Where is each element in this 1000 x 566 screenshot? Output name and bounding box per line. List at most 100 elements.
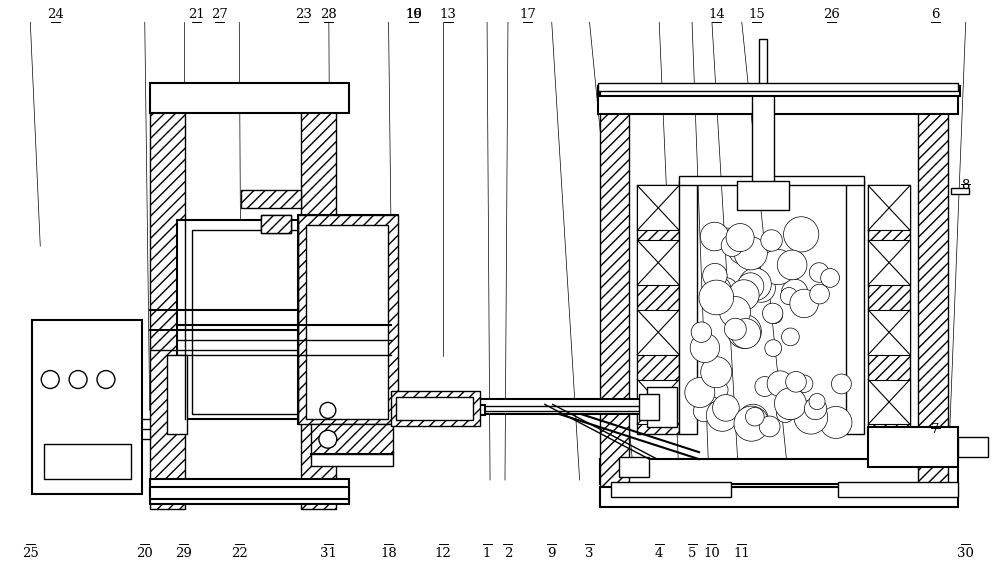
Text: 17: 17 <box>519 8 536 22</box>
Text: 30: 30 <box>957 547 974 560</box>
Bar <box>752 86 774 186</box>
Circle shape <box>320 402 336 418</box>
Circle shape <box>726 224 754 252</box>
Text: 16: 16 <box>405 8 422 22</box>
Bar <box>637 240 679 285</box>
Circle shape <box>724 318 746 340</box>
Circle shape <box>712 278 739 304</box>
Bar <box>611 482 731 497</box>
Text: 28: 28 <box>320 8 337 22</box>
Circle shape <box>777 250 807 280</box>
Bar <box>868 240 910 285</box>
Bar <box>298 215 398 424</box>
Bar <box>192 230 306 414</box>
Circle shape <box>755 376 775 396</box>
Text: 9: 9 <box>547 547 556 560</box>
Bar <box>868 427 958 467</box>
Bar <box>396 397 473 421</box>
Circle shape <box>727 315 761 349</box>
Bar <box>475 400 649 414</box>
Bar <box>679 181 697 434</box>
Bar <box>868 380 910 424</box>
Circle shape <box>776 252 795 271</box>
Bar <box>150 479 349 504</box>
Bar <box>241 190 301 208</box>
Bar <box>600 86 960 96</box>
Circle shape <box>776 405 794 423</box>
Text: 13: 13 <box>440 8 457 22</box>
Bar <box>868 310 910 355</box>
Circle shape <box>708 277 731 300</box>
Circle shape <box>794 400 828 434</box>
Circle shape <box>41 371 59 388</box>
Circle shape <box>97 371 115 388</box>
Circle shape <box>745 408 764 426</box>
Circle shape <box>767 371 793 397</box>
Text: 26: 26 <box>823 8 840 22</box>
Bar <box>679 175 864 186</box>
Text: 18: 18 <box>380 547 397 560</box>
Circle shape <box>738 404 768 435</box>
Bar <box>311 454 393 466</box>
Bar <box>637 310 679 355</box>
Text: 24: 24 <box>47 8 64 22</box>
Bar <box>868 186 910 434</box>
Circle shape <box>821 268 839 288</box>
Circle shape <box>750 242 775 268</box>
Text: 6: 6 <box>932 8 940 22</box>
Bar <box>298 215 398 424</box>
Text: 20: 20 <box>136 547 153 560</box>
Bar <box>150 111 185 509</box>
Bar <box>639 395 659 421</box>
Bar <box>475 406 649 411</box>
Bar <box>737 181 789 211</box>
Circle shape <box>720 297 750 327</box>
Bar <box>759 39 767 89</box>
Text: 8: 8 <box>961 179 969 192</box>
Bar <box>868 186 910 230</box>
Circle shape <box>739 268 771 301</box>
Text: 5: 5 <box>688 547 696 560</box>
Bar <box>311 424 393 454</box>
Bar <box>637 380 679 424</box>
Text: 22: 22 <box>231 547 248 560</box>
Bar <box>600 111 629 489</box>
Bar <box>951 188 969 195</box>
Circle shape <box>784 217 819 252</box>
Bar <box>598 86 958 114</box>
Circle shape <box>809 393 825 410</box>
Circle shape <box>711 381 728 398</box>
Text: 29: 29 <box>175 547 192 560</box>
Circle shape <box>734 406 769 441</box>
Text: 25: 25 <box>22 547 39 560</box>
Bar <box>167 355 187 434</box>
Circle shape <box>731 319 761 349</box>
Circle shape <box>765 340 782 357</box>
Bar <box>261 215 291 233</box>
Bar <box>838 482 958 497</box>
Circle shape <box>691 322 712 342</box>
Circle shape <box>804 397 827 420</box>
Circle shape <box>690 333 720 363</box>
Text: 31: 31 <box>320 547 337 560</box>
Text: 7: 7 <box>931 423 939 436</box>
Circle shape <box>790 289 818 318</box>
Text: 27: 27 <box>211 8 228 22</box>
Bar <box>261 215 291 233</box>
Bar <box>918 111 948 489</box>
Bar <box>44 444 131 479</box>
Circle shape <box>319 430 337 448</box>
Circle shape <box>693 389 721 417</box>
Circle shape <box>763 303 783 324</box>
Bar <box>600 487 958 507</box>
Circle shape <box>734 237 767 270</box>
Text: 15: 15 <box>748 8 765 22</box>
Circle shape <box>685 378 715 408</box>
Circle shape <box>699 280 734 315</box>
Circle shape <box>721 235 743 256</box>
Circle shape <box>728 235 758 264</box>
Circle shape <box>703 263 727 288</box>
Circle shape <box>781 279 808 306</box>
Circle shape <box>701 357 732 388</box>
Circle shape <box>759 416 780 437</box>
